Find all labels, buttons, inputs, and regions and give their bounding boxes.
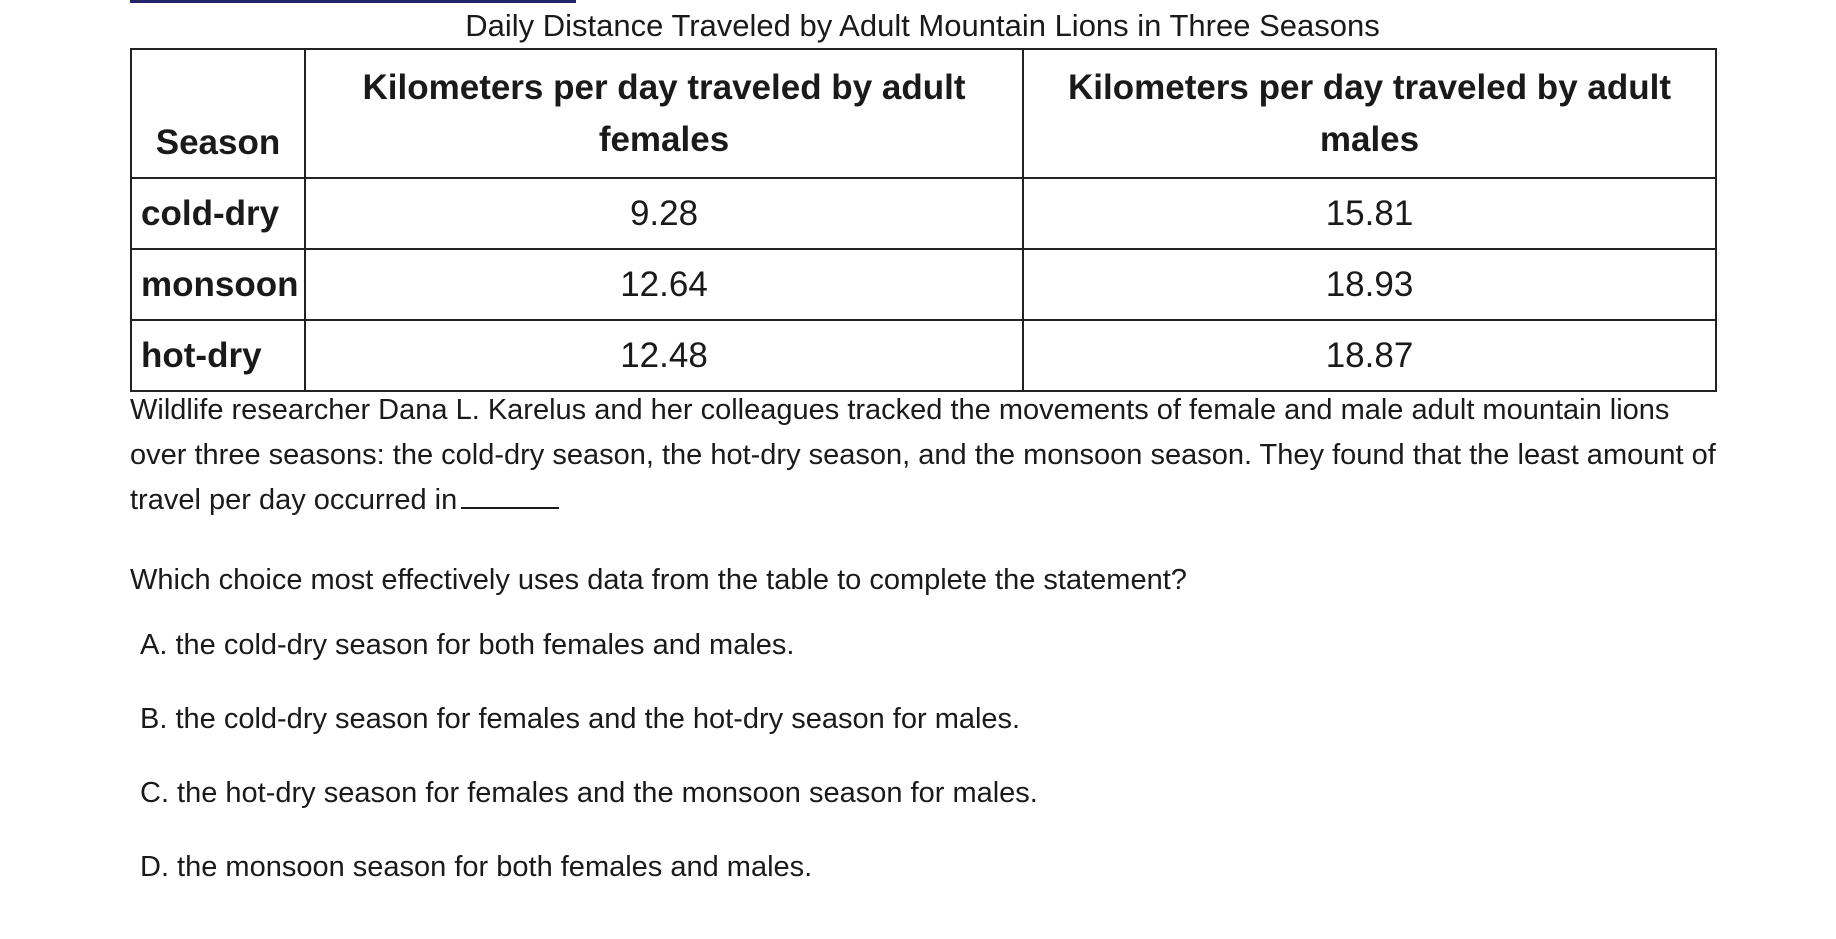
males-value-cell: 18.93 — [1022, 248, 1717, 321]
question-prompt: Which choice most effectively uses data … — [130, 564, 1187, 596]
females-value-cell: 9.28 — [304, 177, 1024, 250]
season-cell: hot-dry — [130, 319, 306, 392]
table-title: Daily Distance Traveled by Adult Mountai… — [465, 8, 1380, 43]
table-row: cold-dry 9.28 15.81 — [130, 177, 1717, 250]
males-value-cell: 15.81 — [1022, 177, 1717, 250]
choice-a[interactable]: A. the cold-dry season for both females … — [140, 629, 795, 661]
column-header-males: Kilometers per day traveled by adult mal… — [1022, 48, 1717, 179]
choice-d[interactable]: D. the monsoon season for both females a… — [140, 851, 813, 883]
column-header-females: Kilometers per day traveled by adult fem… — [304, 48, 1024, 179]
males-value-cell: 18.87 — [1022, 319, 1717, 392]
females-value-cell: 12.64 — [304, 248, 1024, 321]
top-divider — [130, 0, 576, 3]
table-header-row: Season Kilometers per day traveled by ad… — [130, 48, 1717, 179]
passage-text: Wildlife researcher Dana L. Karelus and … — [130, 394, 1716, 516]
season-cell: monsoon — [130, 248, 306, 321]
passage: Wildlife researcher Dana L. Karelus and … — [130, 388, 1730, 523]
answer-blank — [461, 479, 560, 509]
column-header-season: Season — [130, 48, 306, 179]
data-table: Season Kilometers per day traveled by ad… — [130, 48, 1717, 392]
table-row: hot-dry 12.48 18.87 — [130, 319, 1717, 392]
choice-c[interactable]: C. the hot-dry season for females and th… — [140, 777, 1038, 809]
season-cell: cold-dry — [130, 177, 306, 250]
answer-choices: A. the cold-dry season for both females … — [140, 623, 1038, 919]
table-row: monsoon 12.64 18.93 — [130, 248, 1717, 321]
choice-b[interactable]: B. the cold-dry season for females and t… — [140, 703, 1021, 735]
females-value-cell: 12.48 — [304, 319, 1024, 392]
